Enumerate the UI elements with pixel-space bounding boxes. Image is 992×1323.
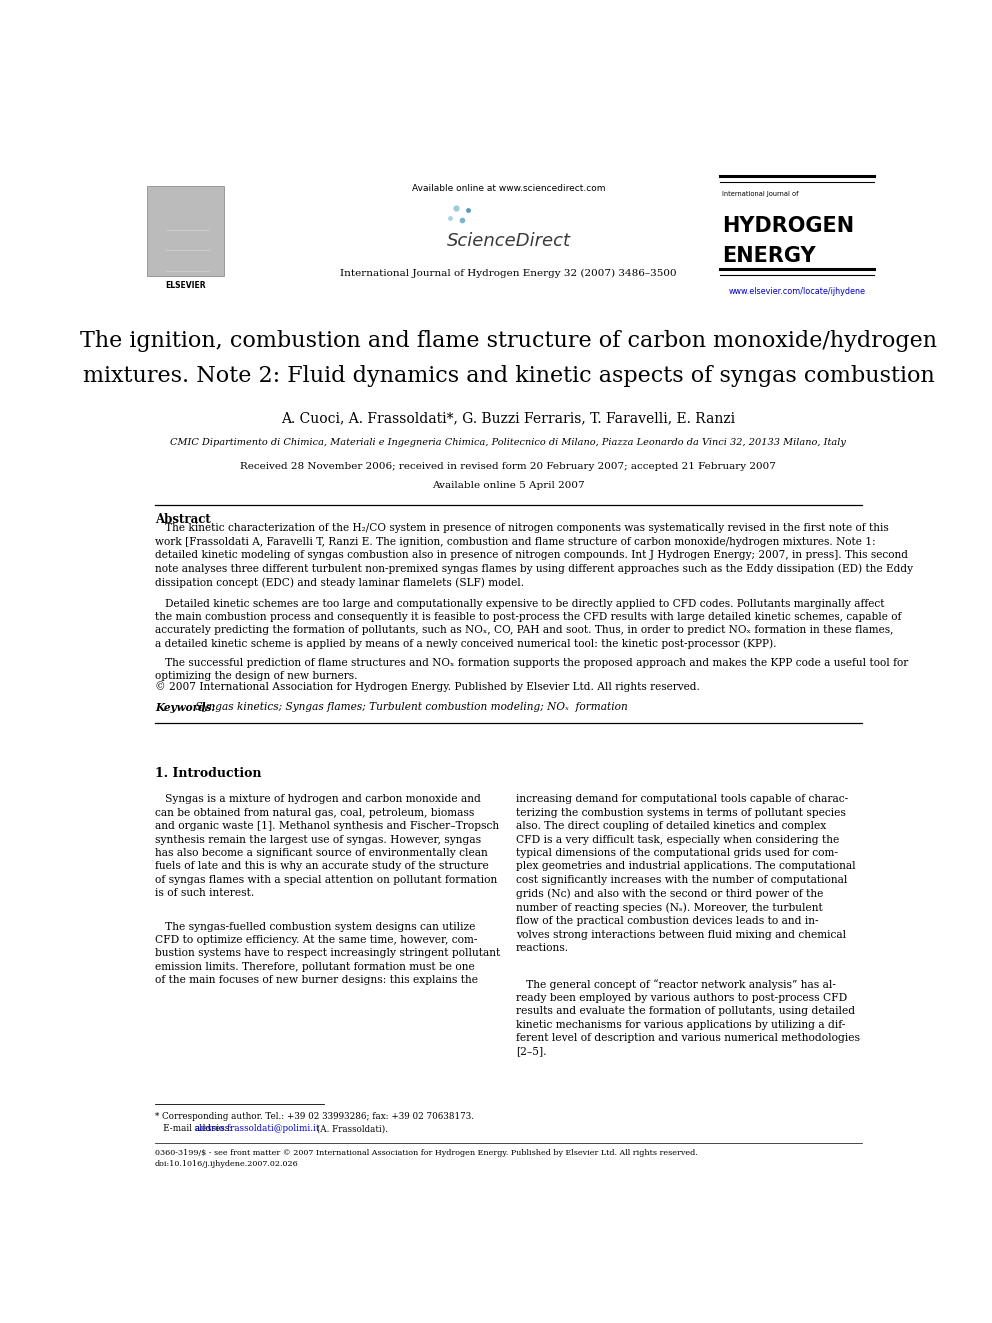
Text: The kinetic characterization of the H₂/CO system in presence of nitrogen compone: The kinetic characterization of the H₂/C… — [155, 524, 913, 587]
Text: Detailed kinetic schemes are too large and computationally expensive to be direc: Detailed kinetic schemes are too large a… — [155, 599, 901, 650]
Text: CMIC Dipartimento di Chimica, Materiali e Ingegneria Chimica, Politecnico di Mil: CMIC Dipartimento di Chimica, Materiali … — [171, 438, 846, 447]
Text: HYDROGEN: HYDROGEN — [722, 216, 854, 235]
Text: www.elsevier.com/locate/ijhydene: www.elsevier.com/locate/ijhydene — [728, 287, 865, 296]
Text: increasing demand for computational tools capable of charac-
terizing the combus: increasing demand for computational tool… — [516, 794, 856, 953]
Text: © 2007 International Association for Hydrogen Energy. Published by Elsevier Ltd.: © 2007 International Association for Hyd… — [155, 681, 699, 692]
Text: Available online 5 April 2007: Available online 5 April 2007 — [433, 480, 584, 490]
Text: ENERGY: ENERGY — [722, 246, 815, 266]
Bar — [147, 187, 224, 277]
Text: (A. Frassoldati).: (A. Frassoldati). — [313, 1125, 388, 1134]
Text: The ignition, combustion and flame structure of carbon monoxide/hydrogen: The ignition, combustion and flame struc… — [80, 329, 936, 352]
Text: Syngas kinetics; Syngas flames; Turbulent combustion modeling; NOₓ  formation: Syngas kinetics; Syngas flames; Turbulen… — [191, 701, 627, 712]
Text: Keywords:: Keywords: — [155, 701, 215, 713]
Text: The general concept of “reactor network analysis” has al-
ready been employed by: The general concept of “reactor network … — [516, 979, 860, 1056]
Text: ScienceDirect: ScienceDirect — [446, 232, 570, 250]
Text: 1. Introduction: 1. Introduction — [155, 767, 261, 781]
Text: alessio.frassoldati@polimi.it: alessio.frassoldati@polimi.it — [194, 1125, 320, 1134]
Text: E-mail address:: E-mail address: — [155, 1125, 235, 1134]
Text: * Corresponding author. Tel.: +39 02 33993286; fax: +39 02 70638173.: * Corresponding author. Tel.: +39 02 339… — [155, 1113, 474, 1122]
Text: International Journal of Hydrogen Energy 32 (2007) 3486–3500: International Journal of Hydrogen Energy… — [340, 269, 677, 278]
Text: International Journal of: International Journal of — [722, 192, 799, 197]
Text: Abstract: Abstract — [155, 513, 210, 527]
Text: Received 28 November 2006; received in revised form 20 February 2007; accepted 2: Received 28 November 2006; received in r… — [240, 462, 777, 471]
Text: Available online at www.sciencedirect.com: Available online at www.sciencedirect.co… — [412, 184, 605, 193]
Text: The syngas-fuelled combustion system designs can utilize
CFD to optimize efficie: The syngas-fuelled combustion system des… — [155, 922, 500, 986]
Text: A. Cuoci, A. Frassoldati*, G. Buzzi Ferraris, T. Faravelli, E. Ranzi: A. Cuoci, A. Frassoldati*, G. Buzzi Ferr… — [282, 411, 735, 426]
Text: 0360-3199/$ - see front matter © 2007 International Association for Hydrogen Ene: 0360-3199/$ - see front matter © 2007 In… — [155, 1148, 697, 1156]
Text: doi:10.1016/j.ijhydene.2007.02.026: doi:10.1016/j.ijhydene.2007.02.026 — [155, 1160, 299, 1168]
Text: Syngas is a mixture of hydrogen and carbon monoxide and
can be obtained from nat: Syngas is a mixture of hydrogen and carb… — [155, 794, 499, 898]
Text: The successful prediction of flame structures and NOₓ formation supports the pro: The successful prediction of flame struc… — [155, 658, 908, 681]
Text: ELSEVIER: ELSEVIER — [166, 280, 205, 290]
Text: mixtures. Note 2: Fluid dynamics and kinetic aspects of syngas combustion: mixtures. Note 2: Fluid dynamics and kin… — [82, 365, 934, 386]
